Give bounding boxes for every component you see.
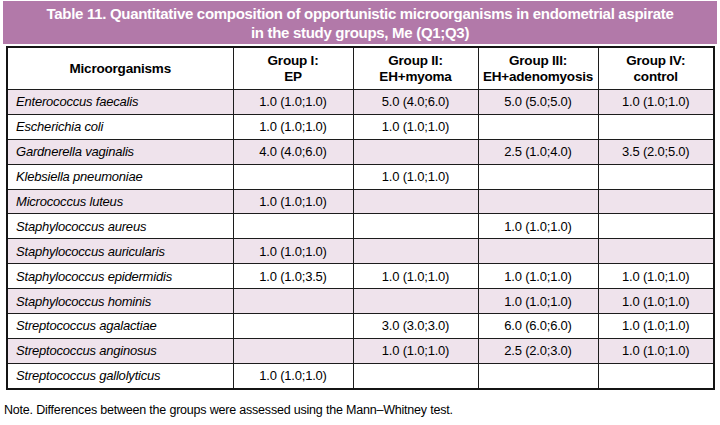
table-row: Streptococcus agalactiae 3.0 (3.0;3.0) 6… [7, 314, 714, 339]
cell-group3: 5.0 (5.0;5.0) [478, 90, 598, 115]
header-group3-line2: EH+adenomyosis [479, 69, 598, 85]
header-group4: Group IV: control [598, 47, 714, 90]
cell-group3: 1.0 (1.0;1.0) [478, 264, 598, 289]
header-group2-line1: Group II: [354, 53, 478, 69]
cell-group1: 1.0 (1.0;1.0) [233, 189, 353, 214]
cell-group2: 1.0 (1.0;1.0) [353, 338, 478, 363]
cell-group1: 1.0 (1.0;1.0) [233, 239, 353, 264]
cell-group1: 1.0 (1.0;1.0) [233, 363, 353, 388]
cell-group3: 1.0 (1.0;1.0) [478, 289, 598, 314]
microorganism-name: Staphylococcus hominis [7, 289, 233, 314]
cell-group1: 1.0 (1.0;1.0) [233, 90, 353, 115]
cell-group4 [598, 214, 714, 239]
header-group2-line2: EH+myoma [354, 69, 478, 85]
table-row: Staphylococcus epidermidis 1.0 (1.0;3.5)… [7, 264, 714, 289]
cell-group2 [353, 363, 478, 388]
header-group2: Group II: EH+myoma [353, 47, 478, 90]
table-row: Streptococcus anginosus 1.0 (1.0;1.0) 2.… [7, 338, 714, 363]
cell-group3: 1.0 (1.0;1.0) [478, 214, 598, 239]
cell-group4 [598, 239, 714, 264]
table-row: Enterococcus faecalis 1.0 (1.0;1.0) 5.0 … [7, 90, 714, 115]
table-title: Table 11. Quantitative composition of op… [3, 1, 717, 44]
cell-group4: 1.0 (1.0;1.0) [598, 289, 714, 314]
cell-group4 [598, 114, 714, 139]
table-row: Escherichia coli 1.0 (1.0;1.0) 1.0 (1.0;… [7, 114, 714, 139]
microorganism-name: Micrococcus luteus [7, 189, 233, 214]
cell-group1: 1.0 (1.0;3.5) [233, 264, 353, 289]
table-row: Gardnerella vaginalis 4.0 (4.0;6.0) 2.5 … [7, 139, 714, 164]
cell-group3 [478, 164, 598, 189]
cell-group3: 2.5 (2.0;3.0) [478, 338, 598, 363]
table-row: Staphylococcus hominis 1.0 (1.0;1.0) 1.0… [7, 289, 714, 314]
header-group1: Group I: EP [233, 47, 353, 90]
table-title-line2: in the study groups, Me (Q1;Q3) [3, 23, 717, 42]
cell-group4: 1.0 (1.0;1.0) [598, 314, 714, 339]
microorganism-name: Staphylococcus epidermidis [7, 264, 233, 289]
cell-group1 [233, 214, 353, 239]
microorganisms-table: Microorganisms Group I: EP Group II: EH+… [6, 46, 715, 390]
microorganism-name: Streptococcus agalactiae [7, 314, 233, 339]
cell-group2: 1.0 (1.0;1.0) [353, 114, 478, 139]
cell-group4 [598, 164, 714, 189]
cell-group2 [353, 239, 478, 264]
cell-group2: 5.0 (4.0;6.0) [353, 90, 478, 115]
cell-group4: 1.0 (1.0;1.0) [598, 90, 714, 115]
microorganism-name: Klebsiella pneumoniae [7, 164, 233, 189]
table-title-line1: Table 11. Quantitative composition of op… [3, 4, 717, 23]
cell-group1 [233, 338, 353, 363]
header-group3: Group III: EH+adenomyosis [478, 47, 598, 90]
cell-group2: 1.0 (1.0;1.0) [353, 264, 478, 289]
microorganism-name: Escherichia coli [7, 114, 233, 139]
cell-group2 [353, 214, 478, 239]
cell-group2: 1.0 (1.0;1.0) [353, 164, 478, 189]
table-row: Klebsiella pneumoniae 1.0 (1.0;1.0) [7, 164, 714, 189]
cell-group3: 6.0 (6.0;6.0) [478, 314, 598, 339]
microorganism-name: Enterococcus faecalis [7, 90, 233, 115]
header-group1-line2: EP [234, 69, 353, 85]
microorganism-name: Staphylococcus aureus [7, 214, 233, 239]
cell-group4 [598, 189, 714, 214]
cell-group4: 3.5 (2.0;5.0) [598, 139, 714, 164]
cell-group2 [353, 189, 478, 214]
cell-group3: 2.5 (1.0;4.0) [478, 139, 598, 164]
cell-group4: 1.0 (1.0;1.0) [598, 264, 714, 289]
note-text: Note. Differences between the groups wer… [4, 403, 716, 417]
cell-group4 [598, 363, 714, 388]
cell-group2 [353, 289, 478, 314]
cell-group3 [478, 189, 598, 214]
header-row: Microorganisms Group I: EP Group II: EH+… [7, 47, 714, 90]
table-row: Staphylococcus aureus 1.0 (1.0;1.0) [7, 214, 714, 239]
cell-group3 [478, 363, 598, 388]
cell-group2 [353, 139, 478, 164]
header-group1-line1: Group I: [234, 53, 353, 69]
cell-group1: 4.0 (4.0;6.0) [233, 139, 353, 164]
cell-group1 [233, 164, 353, 189]
cell-group1: 1.0 (1.0;1.0) [233, 114, 353, 139]
microorganism-name: Gardnerella vaginalis [7, 139, 233, 164]
cell-group4: 1.0 (1.0;1.0) [598, 338, 714, 363]
header-group4-line1: Group IV: [599, 53, 714, 69]
table-row: Micrococcus luteus 1.0 (1.0;1.0) [7, 189, 714, 214]
microorganism-name: Streptococcus gallolyticus [7, 363, 233, 388]
header-microorganisms: Microorganisms [7, 47, 233, 90]
microorganism-name: Streptococcus anginosus [7, 338, 233, 363]
cell-group1 [233, 314, 353, 339]
header-group3-line1: Group III: [479, 53, 598, 69]
cell-group2: 3.0 (3.0;3.0) [353, 314, 478, 339]
cell-group3 [478, 114, 598, 139]
table-row: Streptococcus gallolyticus 1.0 (1.0;1.0) [7, 363, 714, 388]
cell-group3 [478, 239, 598, 264]
microorganism-name: Staphylococcus auricularis [7, 239, 233, 264]
cell-group1 [233, 289, 353, 314]
header-group4-line2: control [599, 69, 714, 85]
table-row: Staphylococcus auricularis 1.0 (1.0;1.0) [7, 239, 714, 264]
